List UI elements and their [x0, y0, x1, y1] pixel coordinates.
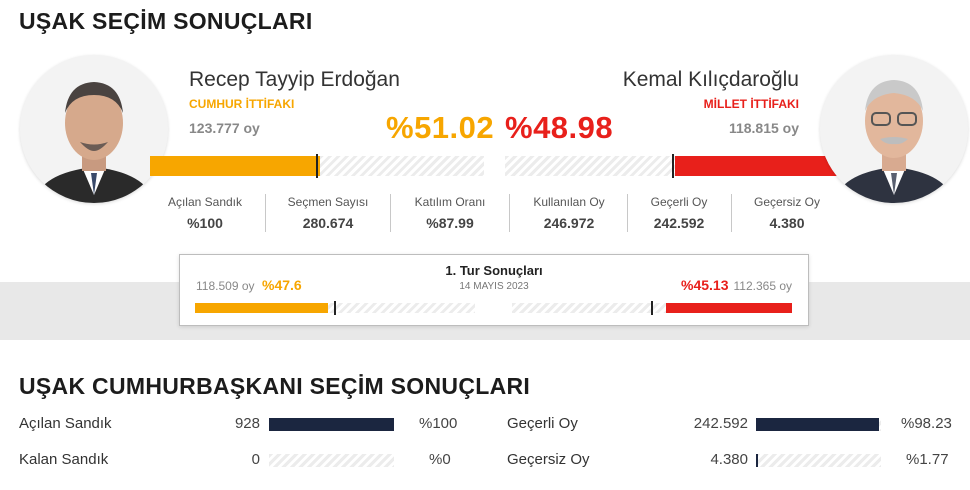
left-result-bar-fill	[150, 156, 321, 176]
right-result-bar	[505, 154, 838, 178]
row-label: Geçersiz Oy	[507, 451, 590, 468]
right-result-bar-fill	[674, 156, 838, 176]
stat-divider	[731, 194, 732, 232]
row-bar	[269, 454, 394, 467]
row-bar	[269, 418, 394, 431]
first-round-left-bar	[195, 301, 475, 315]
right-candidate-percent: %48.98	[505, 110, 614, 145]
right-candidate-photo	[820, 55, 968, 203]
person-icon	[820, 55, 968, 203]
left-candidate-alliance: CUMHUR İTTİFAKI	[189, 97, 295, 111]
stat-voter-count: Seçmen Sayısı 280.674	[278, 195, 378, 231]
first-round-date: 14 MAYIS 2023	[459, 281, 529, 292]
first-round-right-votes: 112.365 oy	[733, 279, 793, 293]
left-candidate-votes: 123.777 oy	[189, 120, 260, 136]
stat-divider	[627, 194, 628, 232]
majority-marker	[672, 154, 674, 178]
stat-divider	[509, 194, 510, 232]
row-bar	[756, 454, 881, 467]
stat-divider	[390, 194, 391, 232]
section-title: UŞAK CUMHURBAŞKANI SEÇİM SONUÇLARI	[19, 373, 531, 399]
row-label: Kalan Sandık	[19, 451, 109, 468]
row-percent: %100	[419, 415, 458, 432]
stat-value: 4.380	[769, 215, 805, 231]
stat-value: 246.972	[543, 215, 595, 231]
stat-value: %100	[187, 215, 223, 231]
stat-label: Geçerli Oy	[650, 195, 708, 209]
stat-value: 242.592	[653, 215, 705, 231]
majority-marker	[316, 154, 318, 178]
stat-label: Açılan Sandık	[167, 195, 243, 209]
first-round-left-percent: %47.6	[262, 277, 302, 293]
stat-votes-cast: Kullanılan Oy 246.972	[522, 195, 616, 231]
row-value: 928	[234, 415, 260, 432]
first-round-left-votes: 118.509 oy	[196, 279, 255, 293]
right-candidate-name: Kemal Kılıçdaroğlu	[622, 68, 799, 91]
left-candidate-photo	[20, 55, 168, 203]
right-candidate-alliance: MİLLET İTTİFAKI	[703, 97, 799, 111]
first-round-left-bar-fill	[195, 303, 329, 313]
left-candidate-percent: %51.02	[386, 110, 495, 145]
row-value: 242.592	[693, 415, 748, 432]
first-round-card: 1. Tur Sonuçları 14 MAYIS 2023 118.509 o…	[179, 254, 809, 326]
row-percent: %1.77	[906, 451, 949, 468]
left-result-bar	[150, 154, 484, 178]
stat-divider	[265, 194, 266, 232]
stat-label: Seçmen Sayısı	[287, 195, 369, 209]
row-label: Açılan Sandık	[19, 415, 112, 432]
stat-valid-votes: Geçerli Oy 242.592	[638, 195, 720, 231]
stat-turnout: Katılım Oranı %87.99	[404, 195, 496, 231]
stat-value: 280.674	[302, 215, 354, 231]
first-round-right-percent: %45.13	[681, 277, 729, 293]
stat-label: Kullanılan Oy	[533, 195, 605, 209]
row-value: 0	[251, 451, 260, 468]
page-title: UŞAK SEÇİM SONUÇLARI	[19, 8, 313, 34]
row-percent: %98.23	[901, 415, 952, 432]
left-candidate-name: Recep Tayyip Erdoğan	[189, 68, 400, 91]
first-round-right-bar-fill	[665, 303, 792, 313]
row-label: Geçerli Oy	[507, 415, 578, 432]
stat-label: Geçersiz Oy	[753, 195, 820, 209]
stat-label: Katılım Oranı	[414, 195, 486, 209]
row-value: 4.380	[710, 451, 748, 468]
stat-value: %87.99	[426, 215, 474, 231]
first-round-right-bar	[512, 301, 792, 315]
stat-opened-boxes: Açılan Sandık %100	[160, 195, 250, 231]
row-percent: %0	[429, 451, 451, 468]
row-bar-fill	[756, 454, 758, 467]
person-icon	[20, 55, 168, 203]
row-bar-fill	[269, 418, 394, 431]
row-bar-fill	[756, 418, 879, 431]
majority-marker	[651, 301, 653, 315]
majority-marker	[334, 301, 336, 315]
first-round-title: 1. Tur Sonuçları	[445, 263, 543, 278]
right-candidate-votes: 118.815 oy	[728, 120, 799, 136]
row-bar	[756, 418, 881, 431]
stat-invalid-votes: Geçersiz Oy 4.380	[742, 195, 832, 231]
